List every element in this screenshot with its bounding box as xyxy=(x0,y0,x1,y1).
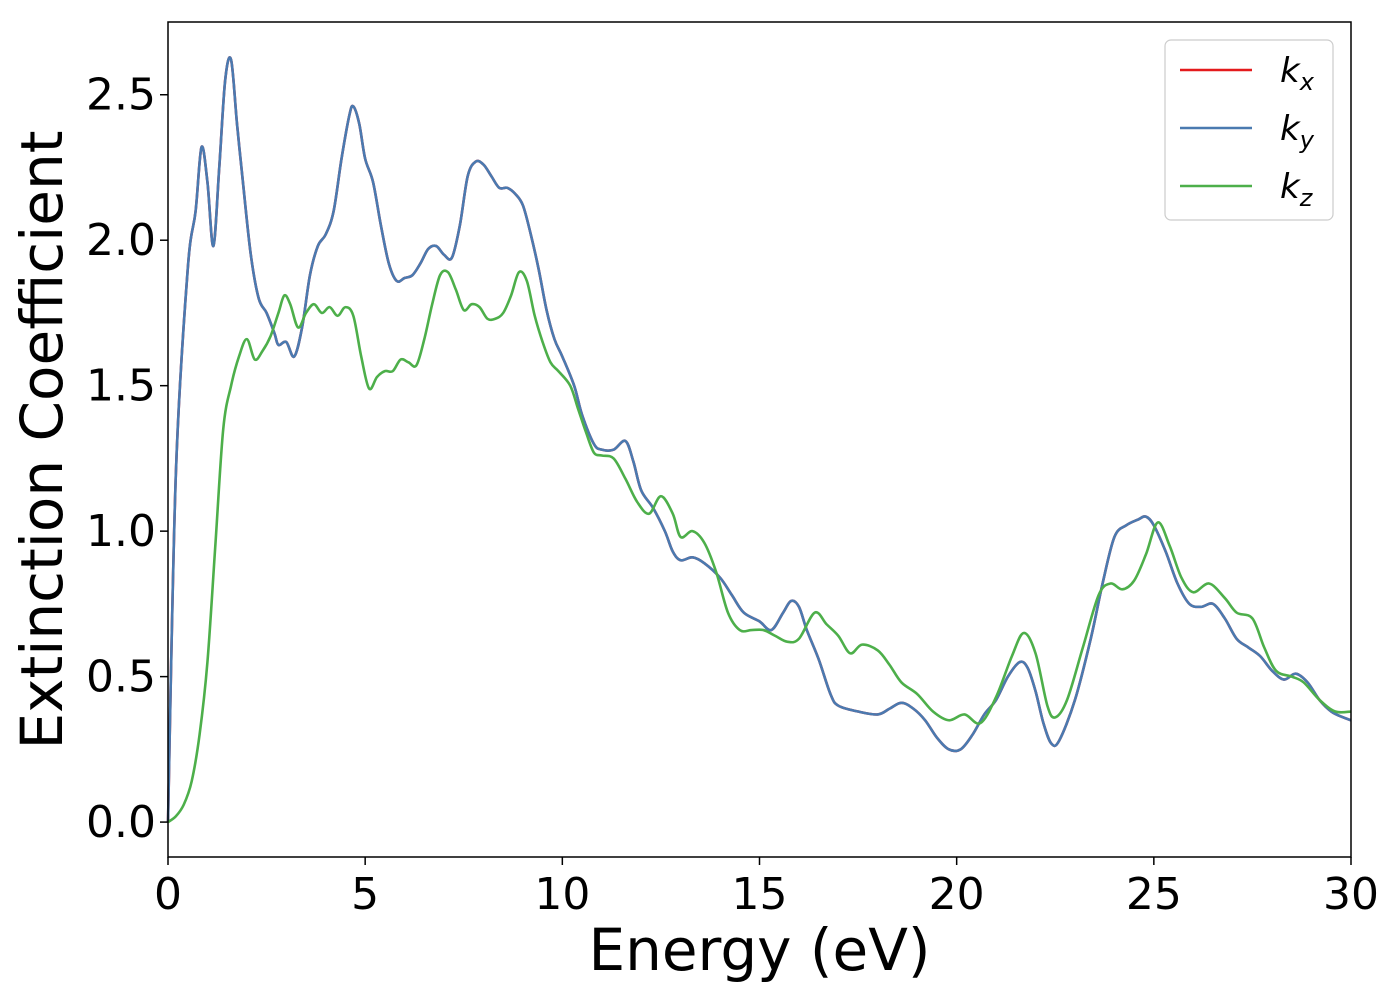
legend-label-z: kz xyxy=(1280,167,1314,212)
legend-label-base: k xyxy=(1280,167,1301,207)
series-line-y xyxy=(166,56,1352,823)
legend-label-x: kx xyxy=(1280,51,1315,96)
legend-label-subscript: y xyxy=(1299,126,1315,154)
x-tick-label: 20 xyxy=(929,869,985,920)
series-line-z xyxy=(167,269,1352,824)
x-tick-label: 0 xyxy=(154,869,182,920)
x-axis-label: Energy (eV) xyxy=(588,916,930,984)
x-tick-label: 15 xyxy=(732,869,788,920)
y-tick-label: 2.0 xyxy=(86,215,156,266)
legend-label-subscript: z xyxy=(1299,184,1314,212)
legend-label-subscript: x xyxy=(1299,68,1315,96)
x-tick-label: 5 xyxy=(351,869,379,920)
y-tick-label: 1.5 xyxy=(86,361,156,412)
series-layer xyxy=(166,56,1352,824)
y-tick-label: 1.0 xyxy=(86,506,156,557)
y-axis-label: Extinction Coefficient xyxy=(8,131,76,750)
legend-label-y: ky xyxy=(1280,109,1315,154)
y-tick-label: 2.5 xyxy=(86,70,156,121)
x-axis: 0 5 10 15 20 25 30 xyxy=(154,857,1379,920)
x-tick-label: 10 xyxy=(534,869,590,920)
legend-label-base: k xyxy=(1280,109,1301,149)
x-tick-label: 30 xyxy=(1323,869,1379,920)
y-axis: 0.0 0.5 1.0 1.5 2.0 2.5 xyxy=(86,70,168,848)
y-tick-label: 0.5 xyxy=(86,652,156,703)
legend-label-base: k xyxy=(1280,51,1301,91)
y-tick-label: 0.0 xyxy=(86,797,156,848)
x-tick-label: 25 xyxy=(1126,869,1182,920)
legend-box xyxy=(1164,39,1334,221)
